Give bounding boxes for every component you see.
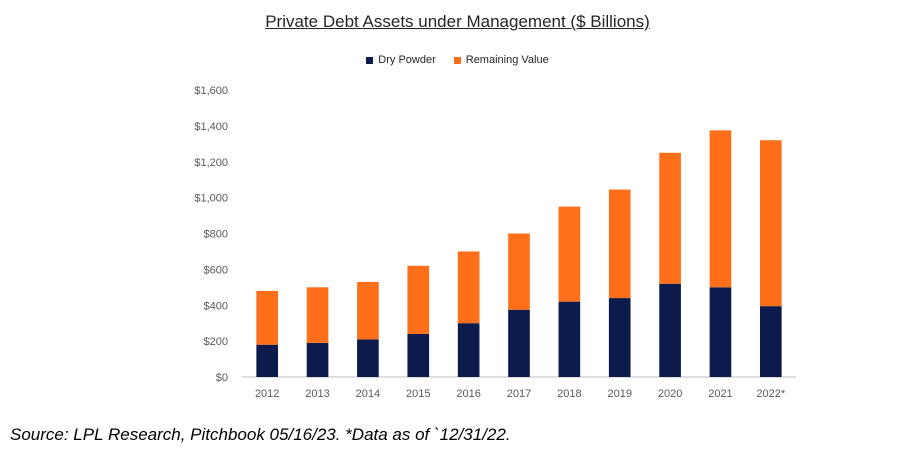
bar-dry-powder (709, 287, 732, 377)
y-tick-label: $1,600 (194, 85, 228, 97)
bar-dry-powder (306, 342, 329, 377)
bar-remaining-value (306, 287, 329, 343)
bar-dry-powder (759, 306, 782, 377)
bar-dry-powder (558, 301, 581, 377)
y-tick-label: $1,200 (194, 157, 228, 169)
bar-dry-powder (357, 339, 379, 377)
source-note: Source: LPL Research, Pitchbook 05/16/23… (10, 425, 511, 444)
x-tick-label: 2020 (658, 388, 682, 400)
chart-title: Private Debt Assets under Management ($ … (265, 12, 650, 31)
x-tick-label: 2016 (456, 388, 480, 400)
x-tick-label: 2018 (557, 388, 581, 400)
bar-remaining-value (608, 189, 631, 299)
bar-dry-powder (508, 309, 530, 377)
bar-dry-powder (608, 298, 631, 377)
y-tick-label: $0 (216, 372, 228, 384)
y-tick-label: $800 (204, 229, 228, 241)
x-tick-label: 2022* (756, 388, 785, 400)
legend-swatch-dry-powder (366, 56, 374, 64)
bar-remaining-value (508, 233, 530, 310)
bar-remaining-value (357, 281, 379, 340)
bar-remaining-value (407, 265, 430, 334)
legend-item-dry-powder: Dry Powder (366, 54, 436, 66)
bar-remaining-value (256, 290, 279, 345)
x-tick-label: 2012 (255, 388, 279, 400)
bar-remaining-value (759, 140, 782, 307)
bar-dry-powder (659, 283, 681, 377)
y-tick-label: $200 (204, 336, 228, 348)
bar-remaining-value (659, 152, 681, 284)
y-tick-label: $600 (204, 264, 228, 276)
y-tick-label: $1,400 (194, 121, 228, 133)
y-tick-label: $400 (204, 300, 228, 312)
bar-remaining-value (457, 251, 480, 324)
bar-dry-powder (256, 344, 279, 377)
legend-swatch-remaining-value (453, 56, 461, 64)
legend-label-dry-powder: Dry Powder (378, 54, 436, 66)
x-tick-label: 2015 (406, 388, 430, 400)
legend: Dry Powder Remaining Value (0, 54, 915, 66)
x-tick-label: 2017 (507, 388, 531, 400)
x-tick-label: 2014 (356, 388, 380, 400)
y-tick-label: $1,000 (194, 193, 228, 205)
x-tick-label: 2013 (305, 388, 329, 400)
legend-label-remaining-value: Remaining Value (465, 54, 549, 66)
bar-dry-powder (457, 323, 480, 377)
x-tick-label: 2021 (708, 388, 732, 400)
bar-dry-powder (407, 333, 430, 377)
legend-item-remaining-value: Remaining Value (453, 54, 549, 66)
bar-remaining-value (709, 130, 732, 288)
x-tick-label: 2019 (607, 388, 631, 400)
bar-remaining-value (558, 206, 581, 302)
